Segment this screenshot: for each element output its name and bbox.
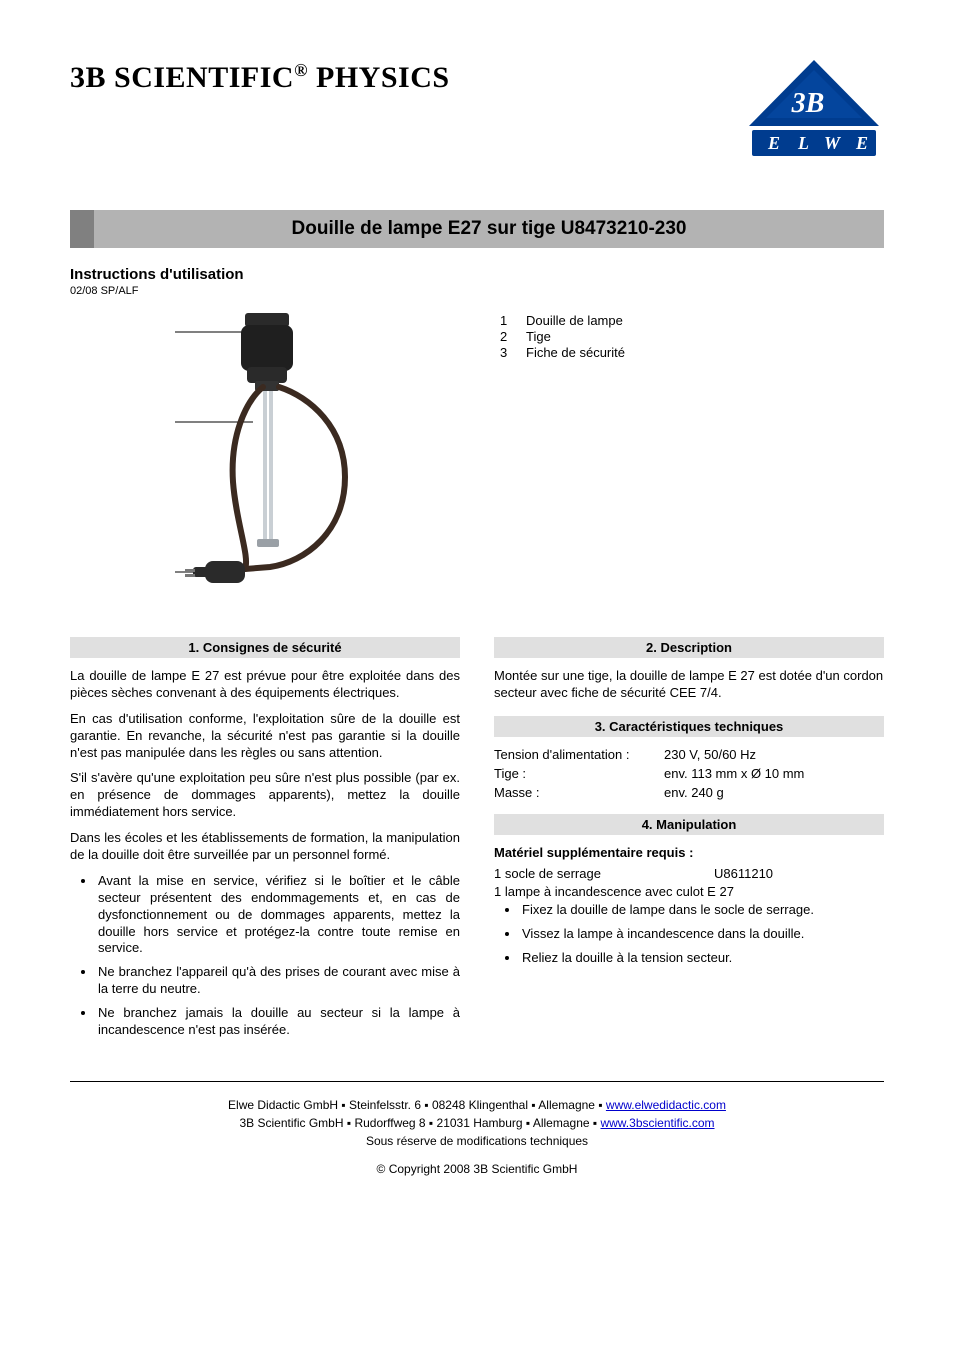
logo-elwe-w: W: [824, 133, 842, 153]
footer-line-2: 3B Scientific GmbH ▪ Rudorffweg 8 ▪ 2103…: [70, 1114, 884, 1132]
product-illustration: [115, 307, 395, 607]
page-footer: Elwe Didactic GmbH ▪ Steinfelsstr. 6 ▪ 0…: [70, 1096, 884, 1178]
figure-socket: [241, 313, 293, 391]
sec1-p2: En cas d'utilisation conforme, l'exploit…: [70, 711, 460, 762]
list-item: Vissez la lampe à incandescence dans la …: [520, 926, 884, 943]
section-1-heading: 1. Consignes de sécurité: [70, 637, 460, 658]
figure-plug: [185, 561, 245, 583]
legend-text: Douille de lampe: [526, 313, 623, 328]
logo-elwe-l: L: [797, 133, 809, 153]
required-item-row: 1 socle de serrage U8611210: [494, 866, 884, 881]
logo-elwe-e2: E: [855, 133, 868, 153]
brand-title: 3B SCIENTIFIC® PHYSICS: [70, 60, 450, 95]
footer-link-3b[interactable]: www.3bscientific.com: [600, 1116, 714, 1130]
brand-post: PHYSICS: [308, 61, 450, 94]
legend-num: 1: [500, 313, 512, 328]
figure-cable: [233, 387, 345, 569]
logo-svg: 3B ® E L W E: [744, 60, 884, 160]
footer-rule: [70, 1081, 884, 1082]
legend-num: 3: [500, 345, 512, 360]
sec1-p4: Dans les écoles et les établissements de…: [70, 830, 460, 864]
left-column: 1. Consignes de sécurité La douille de l…: [70, 637, 460, 1047]
section-2-heading: 2. Description: [494, 637, 884, 658]
list-item: Avant la mise en service, vérifiez si le…: [96, 873, 460, 957]
footer-link-elwe[interactable]: www.elwedidactic.com: [606, 1098, 726, 1112]
logo: 3B ® E L W E: [744, 60, 884, 160]
required-item-label: 1 socle de serrage: [494, 866, 714, 881]
legend-text: Tige: [526, 329, 551, 344]
doc-revision-code: 02/08 SP/ALF: [70, 285, 884, 297]
content-columns: 1. Consignes de sécurité La douille de l…: [70, 637, 884, 1047]
logo-reg: ®: [848, 83, 856, 95]
section-4-heading: 4. Manipulation: [494, 814, 884, 835]
logo-3b-text: 3B: [791, 88, 825, 119]
spec-value: 230 V, 50/60 Hz: [664, 747, 884, 762]
figure-row: 1 Douille de lampe 2 Tige 3 Fiche de séc…: [70, 307, 884, 607]
legend-num: 2: [500, 329, 512, 344]
spec-value: env. 113 mm x Ø 10 mm: [664, 766, 884, 781]
sec1-p3: S'il s'avère qu'une exploitation peu sûr…: [70, 770, 460, 821]
footer-line-1-text: Elwe Didactic GmbH ▪ Steinfelsstr. 6 ▪ 0…: [228, 1098, 606, 1112]
legend-row: 1 Douille de lampe: [500, 313, 884, 328]
spec-label: Tige :: [494, 766, 664, 781]
sec4-subheading: Matériel supplémentaire requis :: [494, 845, 884, 860]
spec-row: Tige : env. 113 mm x Ø 10 mm: [494, 766, 884, 781]
sec1-p1: La douille de lampe E 27 est prévue pour…: [70, 668, 460, 702]
legend-text: Fiche de sécurité: [526, 345, 625, 360]
sec1-bullets: Avant la mise en service, vérifiez si le…: [70, 873, 460, 1039]
list-item: Ne branchez jamais la douille au secteur…: [96, 1005, 460, 1039]
document-title-bar: Douille de lampe E27 sur tige U8473210-2…: [70, 210, 884, 248]
instructions-heading: Instructions d'utilisation: [70, 266, 884, 283]
footer-copyright: © Copyright 2008 3B Scientific GmbH: [70, 1160, 884, 1178]
legend-row: 2 Tige: [500, 329, 884, 344]
legend-row: 3 Fiche de sécurité: [500, 345, 884, 360]
list-item: Fixez la douille de lampe dans le socle …: [520, 902, 884, 919]
brand-reg: ®: [294, 60, 308, 80]
brand-pre: 3B SCIENTIFIC: [70, 61, 294, 94]
required-item-row: 1 lampe à incandescence avec culot E 27: [494, 884, 884, 899]
footer-line-1: Elwe Didactic GmbH ▪ Steinfelsstr. 6 ▪ 0…: [70, 1096, 884, 1114]
sec2-p: Montée sur une tige, la douille de lampe…: [494, 668, 884, 702]
required-item-label: 1 lampe à incandescence avec culot E 27: [494, 884, 884, 899]
figure-rod: [257, 391, 279, 547]
spec-label: Masse :: [494, 785, 664, 800]
list-item: Ne branchez l'appareil qu'à des prises d…: [96, 964, 460, 998]
required-item-code: U8611210: [714, 866, 773, 881]
page-header: 3B SCIENTIFIC® PHYSICS 3B ® E L W E: [70, 60, 884, 160]
spec-label: Tension d'alimentation :: [494, 747, 664, 762]
figure-legend: 1 Douille de lampe 2 Tige 3 Fiche de séc…: [500, 307, 884, 361]
spec-row: Masse : env. 240 g: [494, 785, 884, 800]
right-column: 2. Description Montée sur une tige, la d…: [494, 637, 884, 1047]
list-item: Reliez la douille à la tension secteur.: [520, 950, 884, 967]
footer-line-3: Sous réserve de modifications techniques: [70, 1132, 884, 1150]
spec-value: env. 240 g: [664, 785, 884, 800]
section-3-heading: 3. Caractéristiques techniques: [494, 716, 884, 737]
logo-elwe-e1: E: [767, 133, 780, 153]
sec4-bullets: Fixez la douille de lampe dans le socle …: [494, 902, 884, 967]
product-figure: [70, 307, 440, 607]
footer-line-2-text: 3B Scientific GmbH ▪ Rudorffweg 8 ▪ 2103…: [239, 1116, 600, 1130]
spec-row: Tension d'alimentation : 230 V, 50/60 Hz: [494, 747, 884, 762]
